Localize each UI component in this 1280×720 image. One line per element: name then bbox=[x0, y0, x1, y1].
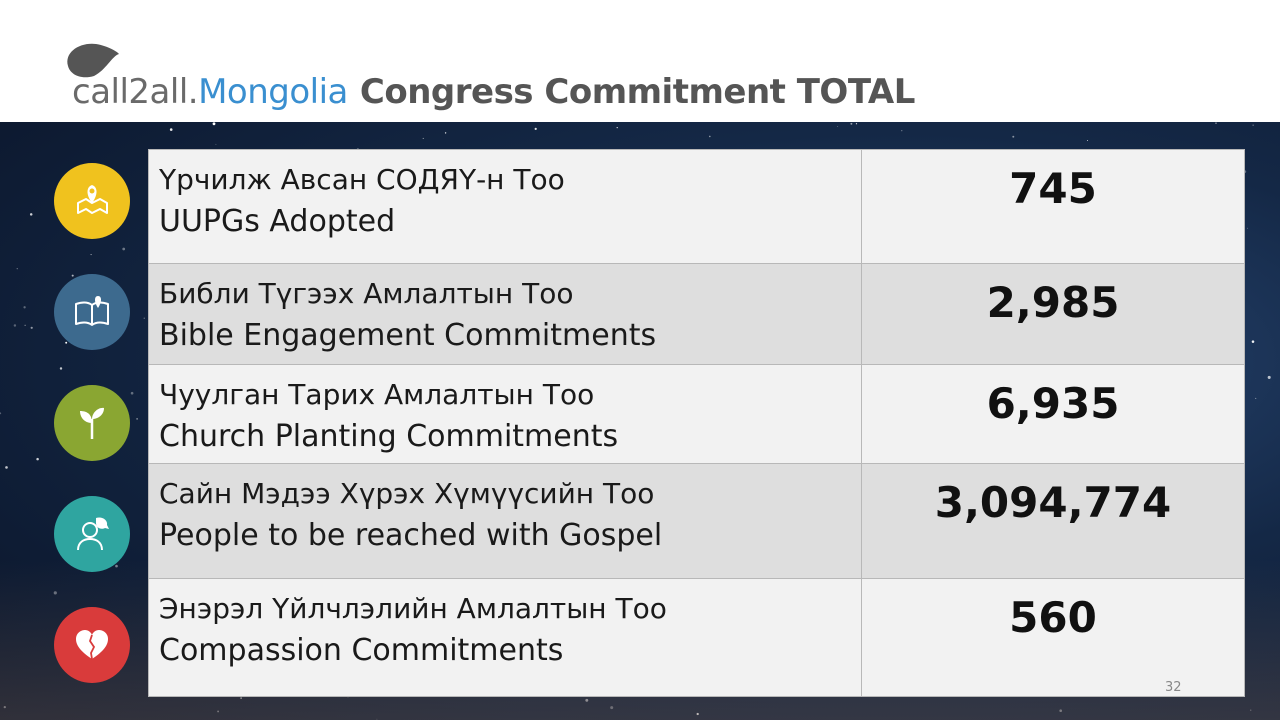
table-row: Чуулган Тарих Амлалтын Тоо Church Planti… bbox=[148, 364, 1245, 464]
star bbox=[616, 127, 618, 129]
table-row: Библи Түгээх Амлалтын Тоо Bible Engageme… bbox=[148, 263, 1245, 365]
star bbox=[1246, 227, 1249, 229]
star bbox=[709, 135, 711, 138]
call2all-logo-drop-icon bbox=[67, 43, 119, 78]
star bbox=[65, 341, 68, 344]
star bbox=[1087, 140, 1089, 142]
star bbox=[585, 698, 589, 702]
star bbox=[130, 391, 134, 395]
page-title: call2all.Mongolia Congress Commitment TOT… bbox=[72, 72, 915, 112]
star bbox=[136, 418, 139, 420]
star bbox=[0, 412, 2, 415]
star bbox=[1255, 397, 1257, 399]
star bbox=[534, 127, 537, 130]
person-speech-icon bbox=[54, 496, 130, 572]
star bbox=[3, 705, 6, 709]
star bbox=[13, 324, 17, 327]
label-mongolian: Энэрэл Үйлчлэлийн Амлалтын Тоо bbox=[159, 592, 667, 625]
value-cell: 745 bbox=[861, 149, 1245, 264]
page-number: 32 bbox=[1165, 680, 1182, 695]
star bbox=[169, 128, 173, 131]
value-cell: 3,094,774 bbox=[861, 463, 1245, 579]
star bbox=[59, 367, 63, 370]
star bbox=[1059, 709, 1063, 713]
star bbox=[215, 143, 217, 145]
star bbox=[115, 564, 118, 568]
star bbox=[1012, 135, 1015, 138]
commitments-table: Үрчилж Авсан СОДЯҮ-н Тоо UUPGs Adopted 7… bbox=[148, 149, 1245, 697]
label-mongolian: Чуулган Тарих Амлалтын Тоо bbox=[159, 378, 595, 411]
star bbox=[240, 697, 242, 699]
row-label-cell: Сайн Мэдээ Хүрэх Хүмүүсийн Тоо People to… bbox=[148, 463, 862, 579]
star bbox=[1252, 124, 1254, 126]
star bbox=[71, 274, 74, 277]
star bbox=[30, 326, 33, 329]
label-english: UUPGs Adopted bbox=[159, 204, 396, 239]
star bbox=[444, 132, 447, 134]
star bbox=[901, 130, 903, 132]
table-row: Энэрэл Үйлчлэлийн Амлалтын Тоо Compassio… bbox=[148, 578, 1245, 697]
star bbox=[53, 591, 57, 595]
label-english: Church Planting Commitments bbox=[159, 419, 619, 454]
star bbox=[1215, 122, 1217, 124]
brand-call2all: call2all. bbox=[72, 72, 199, 112]
value-cell: 6,935 bbox=[861, 364, 1245, 464]
row-label-cell: Библи Түгээх Амлалтын Тоо Bible Engageme… bbox=[148, 263, 862, 365]
star bbox=[212, 122, 216, 126]
heart-icon bbox=[54, 607, 130, 683]
open-book-icon bbox=[54, 274, 130, 350]
table-row: Сайн Мэдээ Хүрэх Хүмүүсийн Тоо People to… bbox=[148, 463, 1245, 579]
star bbox=[1267, 375, 1271, 379]
row-label-cell: Үрчилж Авсан СОДЯҮ-н Тоо UUPGs Adopted bbox=[148, 149, 862, 264]
table-row: Үрчилж Авсан СОДЯҮ-н Тоо UUPGs Adopted 7… bbox=[148, 149, 1245, 264]
label-english: Compassion Commitments bbox=[159, 633, 564, 668]
brand-mongolia: Mongolia bbox=[198, 72, 348, 112]
label-mongolian: Сайн Мэдээ Хүрэх Хүмүүсийн Тоо bbox=[159, 477, 655, 510]
star bbox=[24, 324, 26, 326]
star bbox=[23, 306, 26, 309]
star bbox=[376, 718, 378, 720]
label-mongolian: Библи Түгээх Амлалтын Тоо bbox=[159, 277, 574, 310]
star bbox=[837, 126, 839, 128]
star bbox=[855, 123, 858, 125]
star bbox=[36, 457, 39, 461]
row-label-cell: Энэрэл Үйлчлэлийн Амлалтын Тоо Compassio… bbox=[148, 578, 862, 697]
star bbox=[16, 268, 18, 270]
sprout-icon bbox=[54, 385, 130, 461]
star bbox=[143, 317, 145, 319]
label-english: People to be reached with Gospel bbox=[159, 518, 663, 553]
star bbox=[850, 122, 853, 125]
label-mongolian: Үрчилж Авсан СОДЯҮ-н Тоо bbox=[159, 163, 565, 196]
map-pin-icon bbox=[54, 163, 130, 239]
row-label-cell: Чуулган Тарих Амлалтын Тоо Church Planti… bbox=[148, 364, 862, 464]
star bbox=[5, 466, 8, 469]
label-english: Bible Engagement Commitments bbox=[159, 318, 657, 353]
star bbox=[90, 254, 92, 256]
star bbox=[610, 706, 614, 710]
star bbox=[1249, 709, 1252, 711]
star bbox=[422, 137, 424, 139]
value-cell: 2,985 bbox=[861, 263, 1245, 365]
title-text: Congress Commitment TOTAL bbox=[359, 72, 915, 112]
star bbox=[217, 710, 220, 713]
star bbox=[1251, 340, 1255, 343]
header-bar: call2all.Mongolia Congress Commitment TOT… bbox=[0, 0, 1280, 122]
star bbox=[29, 213, 33, 216]
value-cell: 560 bbox=[861, 578, 1245, 697]
star bbox=[696, 712, 699, 716]
star bbox=[122, 247, 126, 251]
